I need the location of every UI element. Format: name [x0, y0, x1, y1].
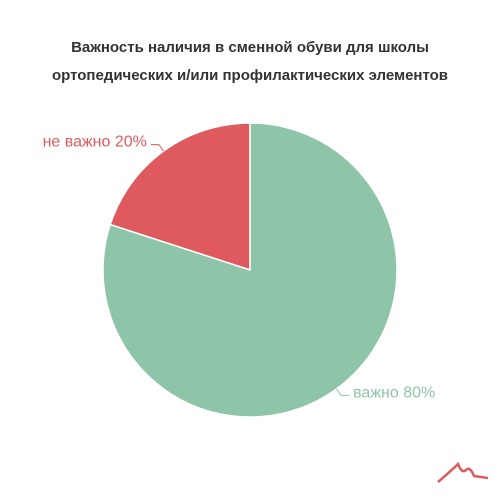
data-label: не важно 20%: [43, 134, 147, 151]
value-label: 20%: [115, 134, 147, 151]
value-label: 80%: [403, 385, 435, 402]
category-label: важно: [353, 385, 399, 402]
leader-line: [150, 144, 165, 152]
chart-title: Важность наличия в сменной обуви для шко…: [71, 39, 429, 56]
logo: [437, 461, 489, 483]
data-label: важно 80%: [353, 385, 435, 402]
leader-line: [335, 388, 350, 396]
chart-title: ортопедических и/или профилактических эл…: [52, 67, 448, 84]
category-label: не важно: [43, 134, 111, 151]
pie-slice: [109, 122, 251, 272]
